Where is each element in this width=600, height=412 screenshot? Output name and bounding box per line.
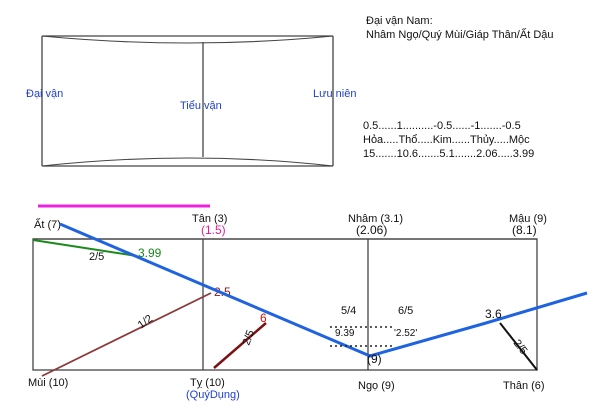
green-ratio: 2/5: [89, 251, 104, 263]
pillar-top-tan: Tân (3): [192, 213, 227, 225]
header-pillars: Nhâm Ngọ/Quý Mùi/Giáp Thân/Ất Dậu: [366, 28, 554, 41]
label-luu-nien: Lưu niên: [313, 88, 356, 100]
elements-scores-row: 15.......10.6.......5.1.......2.06.....3…: [363, 148, 534, 160]
header-title: Đại vận Nam:: [366, 15, 433, 27]
dark-red-line: [213, 322, 267, 369]
pillar-top-nham-value: (2.06): [356, 223, 387, 237]
pillar-bottom-ngo: Ngọ (9): [358, 380, 395, 392]
bottom-value: (9): [367, 352, 382, 366]
red-value: 6: [260, 311, 267, 325]
pillar-top-nham: Nhâm (3.1): [348, 213, 403, 225]
pillar-top-mau: Mậu (9): [509, 213, 547, 225]
pillar-bottom-ty-sub: (QuýDụng): [186, 389, 240, 401]
green-value: 3.99: [138, 246, 162, 260]
elements-names-row: Hỏa.....Thổ.....Kim......Thủy.....Mộc: [363, 134, 530, 146]
ratio-right: 6/5: [398, 305, 413, 317]
ratio-left: 5/4: [341, 305, 356, 317]
dotted-left-value: 9.39: [335, 328, 355, 339]
pillar-top-at: Ất (7): [34, 218, 61, 231]
blue-trend-line: [59, 222, 588, 358]
pillar-grid: [32, 238, 538, 371]
label-dai-van: Đại vận: [26, 88, 63, 100]
elements-values-row: 0.5......1..........-0.5......-1.......-…: [363, 120, 521, 132]
right-value: 3.6: [485, 307, 502, 321]
green-line: [32, 239, 138, 257]
timeline-box: [41, 35, 334, 167]
dotted-right-value: '2.52': [394, 328, 417, 339]
pillar-top-tan-value: (1.5): [201, 223, 226, 237]
brown-line: [41, 292, 212, 377]
label-tieu-van: Tiểu vận: [180, 100, 222, 112]
pillar-bottom-ty: Tỵ (10): [190, 377, 225, 389]
dark-red-ratio: 2/5: [241, 329, 258, 347]
right-black-line: [499, 322, 538, 371]
pillar-top-mau-value: (8.1): [512, 223, 537, 237]
pillar-bottom-than: Thân (6): [503, 380, 545, 392]
pillar-bottom-mui: Mùi (10): [28, 377, 68, 389]
